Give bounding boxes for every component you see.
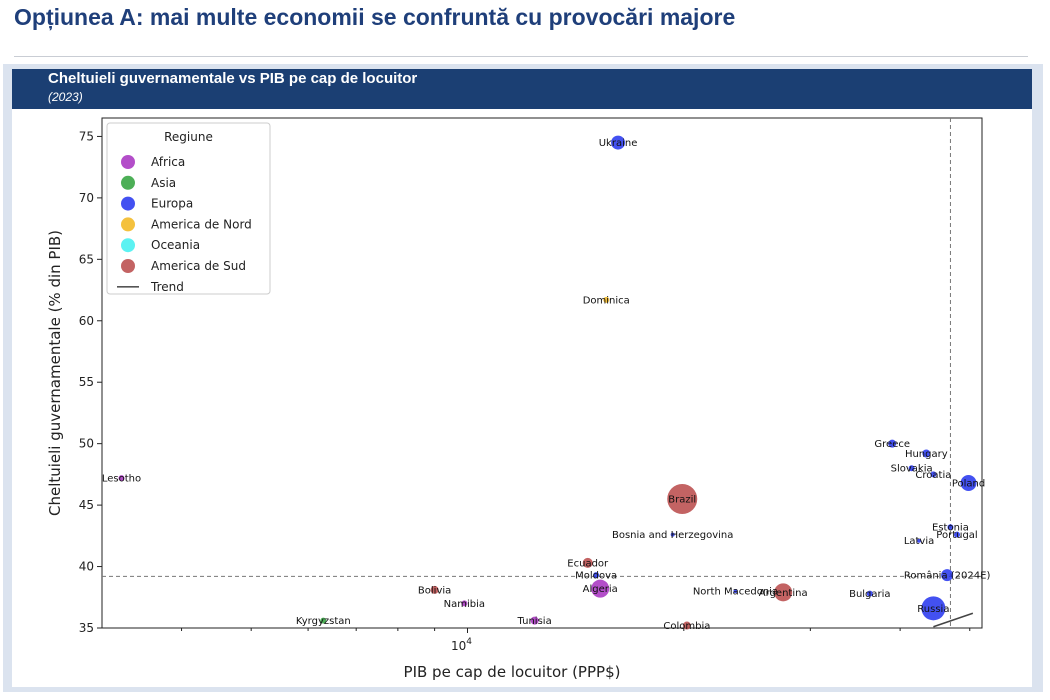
point-label: Colombia (663, 621, 710, 632)
legend-label: Oceania (151, 238, 200, 252)
point-label: Slovakia (891, 464, 933, 475)
chart-subtitle: (2023) (48, 90, 83, 104)
data-point (667, 483, 698, 514)
point-label: Brazil (668, 494, 696, 505)
legend-swatch (121, 155, 135, 169)
title-divider (14, 56, 1028, 57)
y-tick-label: 50 (79, 437, 94, 451)
point-label: Moldova (575, 571, 617, 582)
y-axis-label: Cheltuieli guvernamentale (% din PIB) (46, 230, 64, 516)
data-point (582, 557, 593, 568)
y-tick-label: 60 (79, 314, 94, 328)
data-point (733, 589, 738, 594)
legend-label: Trend (150, 280, 184, 294)
y-tick-label: 40 (79, 560, 94, 574)
point-label: Ecuador (567, 558, 609, 569)
data-point (941, 569, 954, 582)
x-tick-label: 104 (451, 637, 472, 653)
data-point (461, 600, 468, 607)
point-label: Kyrgyzstan (296, 616, 351, 627)
data-point (954, 531, 961, 538)
point-label: România (2024E) (904, 570, 991, 582)
point-label: Portugal (936, 530, 977, 541)
y-tick-label: 75 (79, 129, 94, 143)
legend-label: Africa (151, 155, 185, 169)
chart-area: 35 40 45 50 55 60 65 70 75 104 PIB pe cap de locui… (12, 109, 1032, 687)
legend-swatch (121, 217, 135, 232)
data-point (888, 439, 897, 448)
data-point (118, 475, 125, 482)
legend-swatch (121, 238, 135, 253)
data-point (682, 621, 691, 630)
data-point (593, 572, 600, 579)
data-point (530, 616, 539, 625)
data-point (591, 579, 610, 598)
legend-box (106, 122, 271, 295)
point-label: Poland (952, 478, 985, 489)
point-label: Ukraine (599, 138, 638, 149)
point-label: Greece (874, 439, 910, 450)
data-point (947, 524, 954, 531)
data-point (917, 538, 922, 543)
data-point (922, 449, 931, 458)
data-point (908, 465, 915, 472)
data-point (960, 474, 977, 491)
trend-line (933, 612, 974, 628)
y-tick-label: 45 (79, 498, 94, 512)
legend-swatch (121, 175, 135, 190)
point-label: Algeria (583, 584, 618, 595)
legend-swatch (121, 196, 135, 211)
scatter-chart: 35 40 45 50 55 60 65 70 75 104 PIB pe cap de locui… (46, 117, 991, 681)
chart-title: Cheltuieli guvernamentale vs PIB pe cap … (48, 70, 418, 87)
point-label: North Macedonia (693, 587, 778, 598)
legend-label: America de Nord (151, 217, 252, 231)
point-label: Lesotho (102, 474, 141, 485)
y-tick-label: 55 (79, 375, 94, 389)
data-point (921, 596, 946, 621)
point-label: Argentina (759, 588, 808, 599)
point-label: Bolivia (418, 585, 451, 596)
data-point (320, 617, 327, 624)
legend-label: America de Sud (151, 259, 246, 273)
slide-title: Opțiunea A: mai multe economii se confru… (14, 4, 736, 30)
point-label: Namibia (444, 599, 485, 610)
point-label: Dominica (583, 295, 630, 306)
data-point (774, 583, 793, 602)
y-tick-label: 70 (79, 191, 94, 205)
y-tick-label: 65 (79, 252, 94, 266)
y-tick-label: 35 (79, 621, 94, 635)
data-point (611, 135, 626, 150)
point-label: Estonia (932, 523, 969, 534)
point-label: Latvia (904, 536, 934, 547)
legend-label: Europa (151, 197, 193, 211)
data-point (430, 585, 439, 594)
plot-frame (101, 117, 983, 629)
data-point (866, 590, 873, 597)
point-label: Tunisia (517, 616, 552, 627)
legend-swatch (121, 259, 135, 273)
data-point (930, 471, 937, 478)
data-point (670, 532, 675, 537)
chart-panel-header (12, 69, 1032, 109)
point-label: Hungary (905, 449, 948, 460)
legend-label: Asia (151, 176, 176, 190)
point-label: Bulgaria (849, 589, 890, 600)
legend-title: Regiune (164, 130, 213, 144)
point-label: Russia (917, 604, 949, 615)
point-label: Bosnia and Herzegovina (612, 530, 733, 541)
data-point (603, 296, 610, 303)
point-label: Croatia (915, 470, 951, 481)
x-axis-label: PIB pe cap de locuitor (PPP$) (404, 663, 621, 681)
